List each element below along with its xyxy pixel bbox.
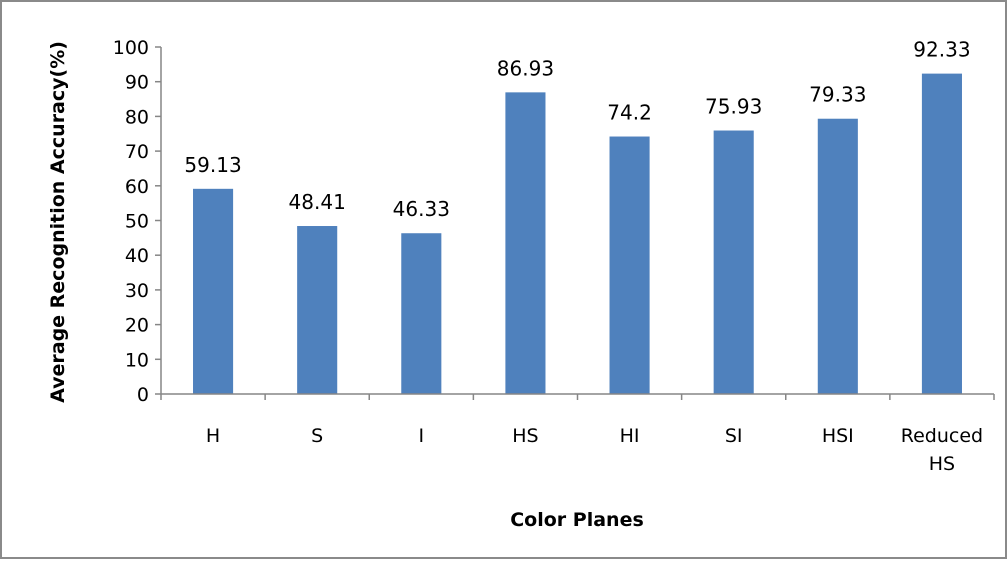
bar-hs	[505, 92, 546, 394]
x-tick-label: HS	[512, 425, 538, 447]
y-tick-label: 90	[125, 72, 149, 94]
y-tick-label: 50	[125, 211, 149, 233]
data-label: 59.13	[184, 153, 241, 177]
y-tick-label: 10	[125, 349, 149, 371]
y-ticks-layer: 0 10 20 30 40 50 60 70 80 90 100	[113, 37, 161, 406]
y-tick-label: 0	[137, 384, 149, 406]
x-tick-label: H	[206, 425, 220, 447]
axes-layer	[160, 47, 994, 395]
y-tick-label: 30	[125, 280, 149, 302]
y-tick-label: 60	[125, 176, 149, 198]
bar-hi	[609, 136, 650, 394]
x-tick-label: S	[311, 425, 323, 447]
data-label: 74.2	[607, 101, 652, 125]
data-label: 92.33	[913, 38, 970, 62]
data-label: 86.93	[497, 56, 554, 80]
y-tick-label: 70	[125, 141, 149, 163]
bar-h	[193, 188, 234, 394]
x-tick-label: I	[419, 425, 425, 447]
bars-layer	[193, 73, 962, 395]
bar-s	[297, 226, 338, 394]
y-axis-title: Average Recognition Accuracy(%)	[47, 41, 69, 403]
data-label: 46.33	[393, 197, 450, 221]
x-tick-label: SI	[725, 425, 743, 447]
data-label: 79.33	[809, 83, 866, 107]
y-tick-label: 20	[125, 315, 149, 337]
y-tick-label: 40	[125, 245, 149, 267]
bar-si	[713, 130, 754, 395]
bar-reduced-hs	[921, 73, 962, 394]
x-tick-label: HS	[929, 453, 955, 475]
data-label: 75.93	[705, 95, 762, 119]
bar-i	[401, 233, 442, 394]
y-tick-label: 100	[113, 37, 149, 59]
y-tick-label: 80	[125, 106, 149, 128]
x-tick-label: HSI	[822, 425, 854, 447]
x-tick-label: HI	[620, 425, 640, 447]
bar-hsi	[817, 118, 858, 394]
x-tick-label: Reduced	[901, 425, 983, 447]
data-labels-layer: 59.13 48.41 46.33 86.93 74.2 75.93 79.33 92.33	[184, 38, 970, 222]
data-label: 48.41	[289, 190, 346, 214]
x-axis-title: Color Planes	[510, 509, 644, 531]
